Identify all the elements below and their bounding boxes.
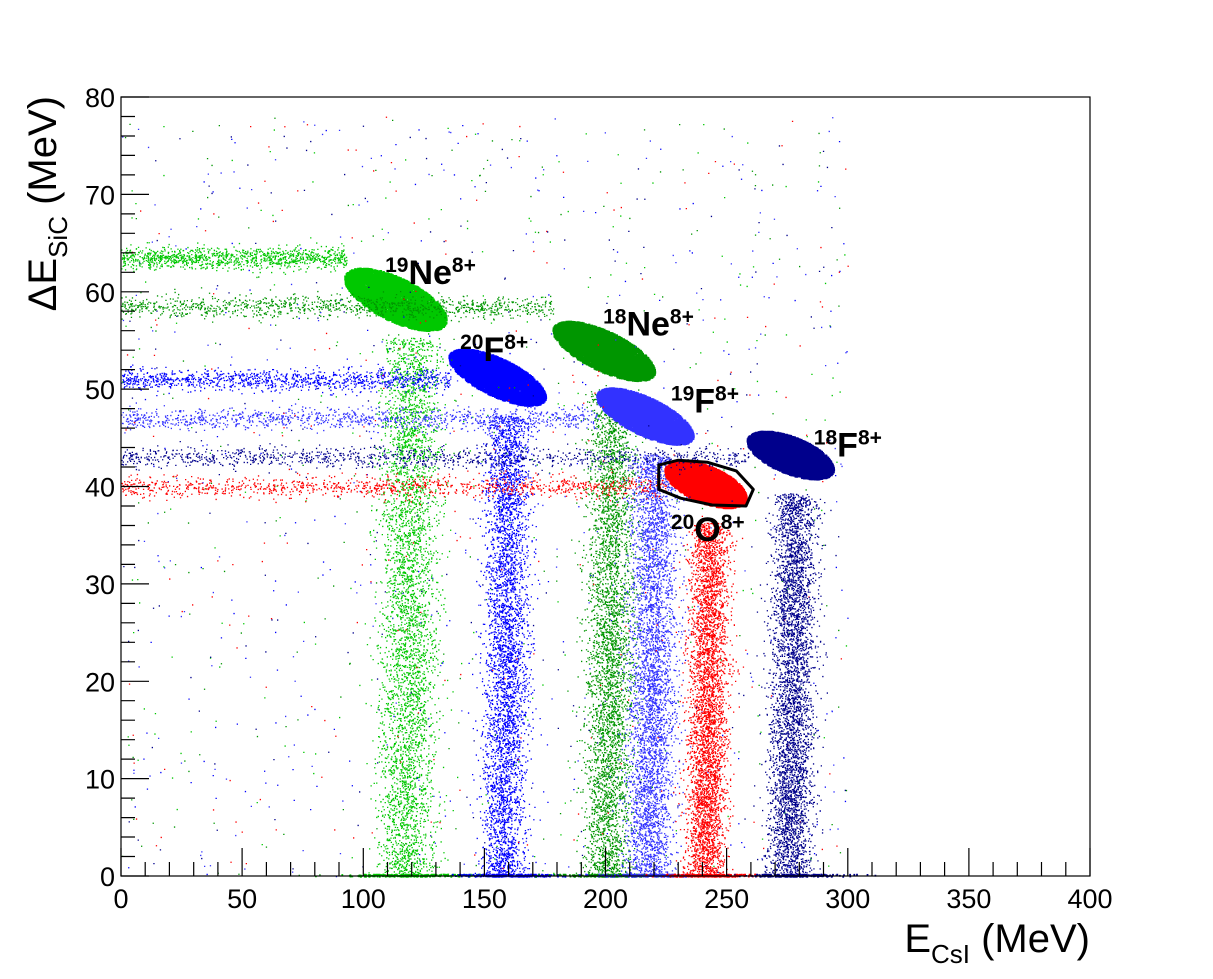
series-20O8+ <box>121 116 849 878</box>
x-tick-label-350: 350 <box>946 884 991 914</box>
y-tick-label-10: 10 <box>85 765 115 795</box>
isotope-label-20O: 20O8+ <box>671 511 745 549</box>
y-tick-label-60: 60 <box>85 278 115 308</box>
isotope-label-18F: 18F8+ <box>814 426 882 464</box>
series-19F8+ <box>121 117 847 878</box>
x-tick-label-0: 0 <box>113 884 128 914</box>
x-tick-label-400: 400 <box>1067 884 1112 914</box>
x-tick-label-100: 100 <box>341 884 386 914</box>
isotope-label-18Ne: 18Ne8+ <box>603 306 694 344</box>
y-axis-title: ΔESiC (MeV) <box>21 96 73 311</box>
isotope-label-20F: 20F8+ <box>460 331 528 369</box>
x-tick-label-150: 150 <box>462 884 507 914</box>
points-20O8+ <box>121 116 849 878</box>
y-tick-label-20: 20 <box>85 667 115 697</box>
x-tick-label-300: 300 <box>825 884 870 914</box>
points-18Ne8+ <box>121 117 848 878</box>
x-axis-title: ECsI (MeV) <box>904 917 1090 969</box>
series-18Ne8+ <box>121 117 848 878</box>
cut-contour-layer <box>657 458 755 508</box>
cut-contour <box>657 458 755 508</box>
x-tick-label-50: 50 <box>227 884 257 914</box>
x-tick-label-250: 250 <box>704 884 749 914</box>
axes: 0 50 100 150 200 250 300 350 400 0 10 20 30 40 50 60 70 8… <box>85 83 1113 914</box>
y-tick-label-0: 0 <box>100 862 115 892</box>
isotope-label-19Ne: 19Ne8+ <box>385 254 476 292</box>
data-points <box>121 116 877 878</box>
y-tick-label-30: 30 <box>85 570 115 600</box>
y-tick-label-80: 80 <box>85 83 115 113</box>
y-tick-label-70: 70 <box>85 180 115 210</box>
axis-ticks <box>120 96 1091 877</box>
x-tick-label-200: 200 <box>583 884 628 914</box>
points-19F8+ <box>121 117 847 878</box>
isotope-labels: 19Ne8+ 20F8+ 18Ne8+ 19F8+ 18F8+ 20O8+ <box>385 254 882 549</box>
y-tick-label-50: 50 <box>85 375 115 405</box>
y-tick-label-40: 40 <box>85 473 115 503</box>
isotope-label-19F: 19F8+ <box>671 383 739 421</box>
